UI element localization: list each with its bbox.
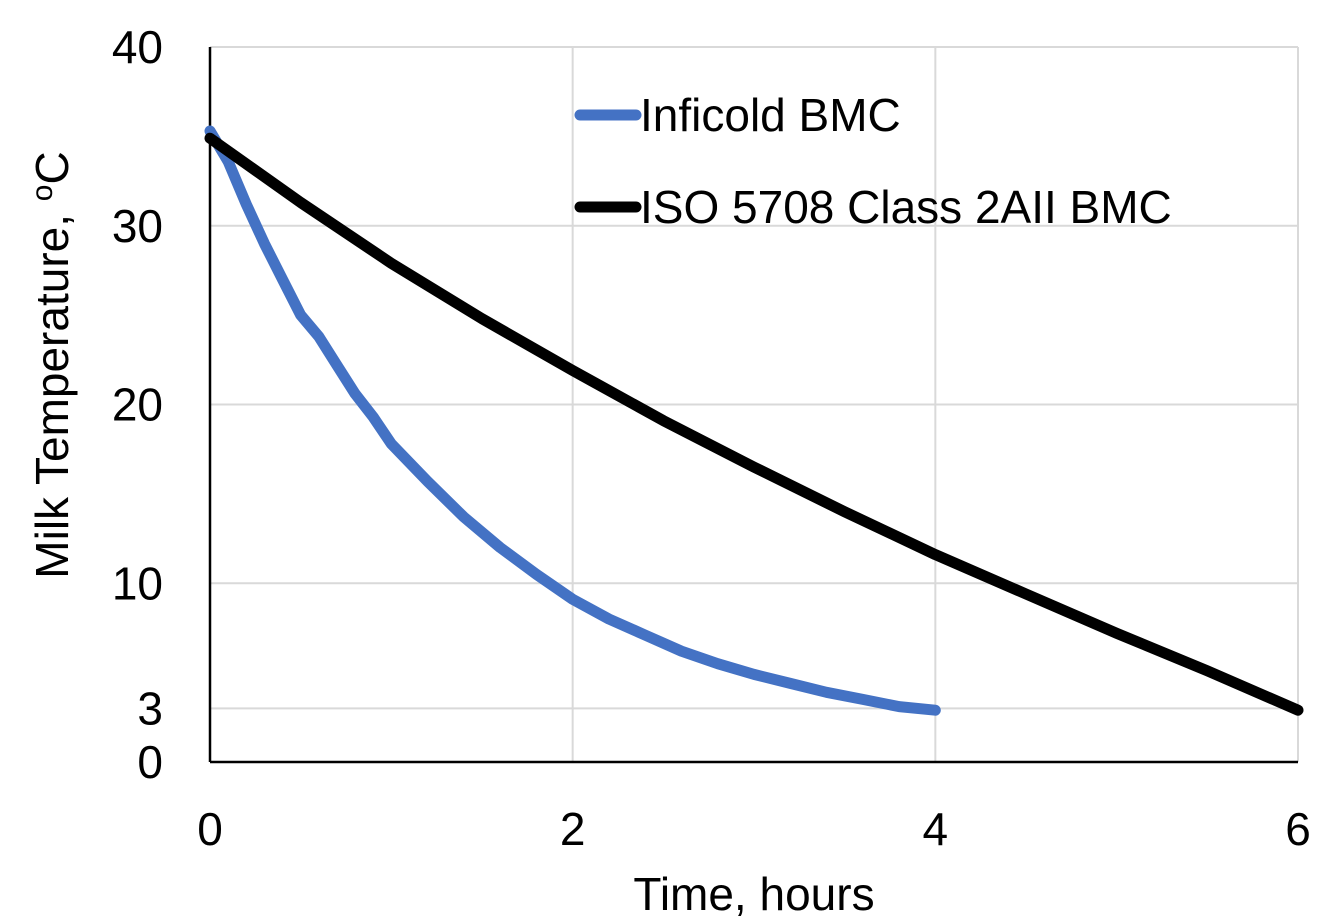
y-tick-label: 10 (112, 557, 163, 609)
x-tick-label: 0 (197, 803, 223, 855)
y-tick-label: 30 (112, 200, 163, 252)
y-axis-title-unit: C (26, 151, 78, 184)
y-axis-title-super: o (26, 185, 59, 202)
grid (210, 46, 1299, 762)
axes (208, 47, 1298, 764)
legend-label-iso: ISO 5708 Class 2AII BMC (640, 181, 1172, 233)
y-tick-label: 3 (137, 682, 163, 734)
y-tick-label: 40 (112, 21, 163, 73)
x-tick-label: 4 (923, 803, 949, 855)
series-lines (204, 125, 1304, 716)
legend-label-inficold: Inficold BMC (640, 89, 901, 141)
y-tick-label: 0 (137, 736, 163, 788)
series-line-0 (204, 125, 941, 716)
x-axis-title: Time, hours (633, 868, 874, 918)
y-axis-title: Milk Temperature, oC (26, 151, 78, 578)
legend: Inficold BMC ISO 5708 Class 2AII BMC (574, 89, 1172, 233)
y-axis-title-main: Milk Temperature, (26, 201, 78, 579)
x-tick-label: 6 (1285, 803, 1311, 855)
x-tick-label: 2 (560, 803, 586, 855)
y-tick-label: 20 (112, 379, 163, 431)
